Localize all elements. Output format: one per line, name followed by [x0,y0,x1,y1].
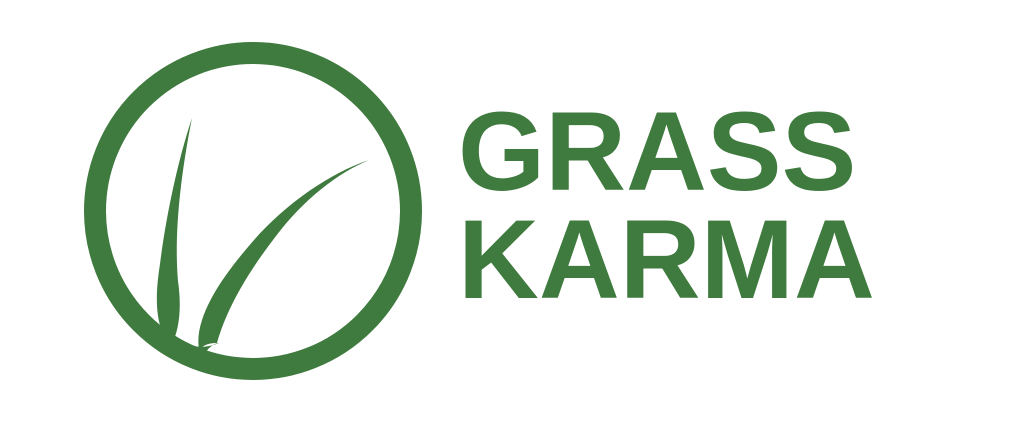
grass-blade-circle-icon [84,42,422,380]
left-grass-blade [156,118,192,346]
brand-name-line-2: KARMA [458,197,875,322]
brand-name-line-1: GRASS [458,89,857,214]
right-grass-blade [198,160,369,350]
grass-base [168,332,219,354]
emblem-ring [84,42,422,380]
